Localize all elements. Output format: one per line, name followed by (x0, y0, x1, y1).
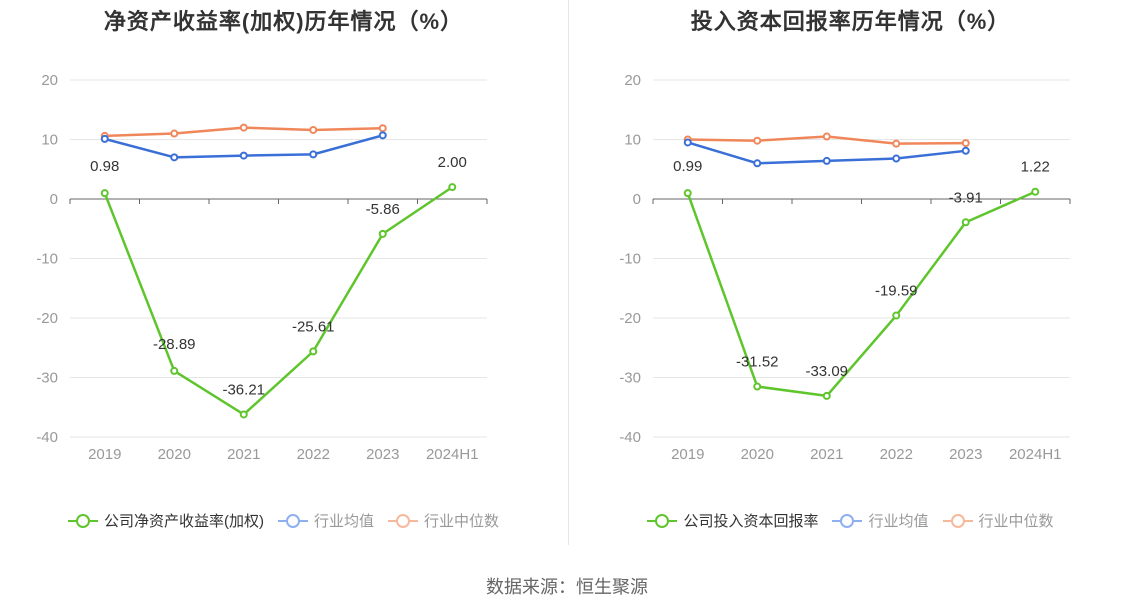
data-point-median (753, 136, 762, 145)
data-point-median (822, 132, 831, 141)
y-tick-label: -30 (619, 370, 641, 387)
data-label: -36.21 (222, 381, 265, 398)
legend-swatch-avg (277, 513, 308, 529)
data-point-median (378, 124, 387, 133)
legend-swatch-company (67, 513, 98, 529)
x-tick-label: 2024H1 (1009, 446, 1062, 463)
series-line-company (686, 190, 1036, 398)
data-point-company (378, 229, 387, 238)
x-tick-label: 2023 (949, 446, 982, 463)
legend-label: 公司净资产收益率(加权) (103, 513, 264, 530)
y-tick-label: 20 (624, 72, 641, 89)
data-label: -31.52 (736, 354, 779, 371)
y-tick-label: 0 (633, 191, 641, 208)
legend-label: 行业中位数 (978, 513, 1054, 530)
x-tick-label: 2021 (227, 446, 260, 463)
data-point-median (892, 139, 901, 148)
data-label: -3.91 (949, 189, 983, 206)
data-label: 1.22 (1021, 159, 1050, 176)
legend-item-avg[interactable]: 行业均值 (832, 510, 929, 531)
data-point-company (892, 311, 901, 320)
y-tick-label: -40 (619, 429, 641, 446)
data-point-company (170, 366, 179, 375)
data-point-median (239, 123, 248, 132)
data-label: 0.98 (90, 158, 119, 175)
data-source: 数据来源：恒生聚源 (486, 577, 648, 597)
data-point-company (448, 183, 457, 192)
legend: 公司净资产收益率(加权) 行业均值 行业中位数 (0, 510, 567, 531)
y-tick-label: -10 (36, 251, 58, 268)
y-tick-label: -40 (36, 429, 58, 446)
data-point-company (309, 347, 318, 356)
y-tick-label: -30 (36, 370, 58, 387)
x-tick-label: 2022 (880, 446, 913, 463)
data-point-avg (683, 138, 692, 147)
data-point-avg (961, 146, 970, 155)
legend-label: 行业均值 (313, 513, 374, 530)
x-tick-label: 2020 (741, 446, 774, 463)
roic-chart-panel: 投入资本回报率历年情况（%） 20 10 0 -10 -20 -30 -40 2019 2020… (567, 0, 1134, 560)
x-tick-label: 2021 (810, 446, 843, 463)
data-point-company (1031, 187, 1040, 196)
y-tick-label: 10 (41, 132, 58, 149)
data-label: -33.09 (805, 363, 848, 380)
legend-label: 行业中位数 (424, 513, 500, 530)
legend-item-avg[interactable]: 行业均值 (277, 510, 374, 531)
chart-title: 投入资本回报率历年情况（%） (690, 9, 1011, 34)
data-label: -28.89 (153, 336, 196, 353)
data-point-avg (753, 159, 762, 168)
x-tick-label: 2019 (671, 446, 704, 463)
data-label: -25.61 (292, 318, 335, 335)
legend-swatch-median (942, 513, 973, 529)
data-point-company (239, 410, 248, 419)
legend: 公司投入资本回报率 行业均值 行业中位数 (567, 510, 1134, 531)
data-point-company (753, 382, 762, 391)
legend-swatch-company (647, 513, 678, 529)
data-point-avg (892, 154, 901, 163)
x-tick-label: 2019 (88, 446, 121, 463)
data-point-avg (170, 153, 179, 162)
x-tick-label: 2023 (366, 446, 399, 463)
y-tick-label: -10 (619, 251, 641, 268)
data-point-median (170, 129, 179, 138)
panel-divider (568, 0, 569, 545)
data-point-avg (822, 156, 831, 165)
y-tick-label: 20 (41, 72, 58, 89)
legend-swatch-avg (832, 513, 863, 529)
data-label: 0.99 (673, 158, 702, 175)
legend-item-company[interactable]: 公司净资产收益率(加权) (67, 510, 264, 531)
series-line-company (103, 186, 453, 416)
data-point-avg (309, 150, 318, 159)
x-tick-label: 2022 (297, 446, 330, 463)
legend-item-median[interactable]: 行业中位数 (388, 510, 499, 531)
data-point-median (309, 125, 318, 134)
x-tick-label: 2020 (158, 446, 191, 463)
data-label: -5.86 (366, 201, 400, 218)
legend-label: 行业均值 (868, 513, 929, 530)
data-point-company (100, 189, 109, 198)
data-point-avg (239, 151, 248, 160)
data-point-median (961, 139, 970, 148)
legend-item-median[interactable]: 行业中位数 (942, 510, 1054, 531)
data-point-avg (100, 134, 109, 143)
data-point-avg (378, 131, 387, 140)
legend-label: 公司投入资本回报率 (683, 513, 819, 530)
y-tick-label: -20 (36, 310, 58, 327)
y-tick-label: 10 (624, 132, 641, 149)
y-tick-label: 0 (50, 191, 58, 208)
y-tick-label: -20 (619, 310, 641, 327)
x-tick-label: 2024H1 (426, 446, 479, 463)
roe-chart: 20 10 0 -10 -20 -30 -40 2019 2020 2021 2022 2023 202… (36, 72, 488, 463)
legend-item-company[interactable]: 公司投入资本回报率 (647, 510, 818, 531)
data-point-company (961, 218, 970, 227)
roic-chart: 20 10 0 -10 -20 -30 -40 2019 2020 2021 2022 2023 202… (619, 72, 1071, 463)
data-point-company (683, 189, 692, 198)
roe-chart-panel: 净资产收益率(加权)历年情况（%） 20 10 0 -10 -20 -30 -40 2019 2… (0, 0, 567, 560)
data-label: -19.59 (875, 283, 918, 300)
data-label: 2.00 (438, 154, 467, 171)
data-point-company (822, 391, 831, 400)
legend-swatch-median (388, 513, 418, 529)
chart-title: 净资产收益率(加权)历年情况（%） (103, 9, 464, 34)
